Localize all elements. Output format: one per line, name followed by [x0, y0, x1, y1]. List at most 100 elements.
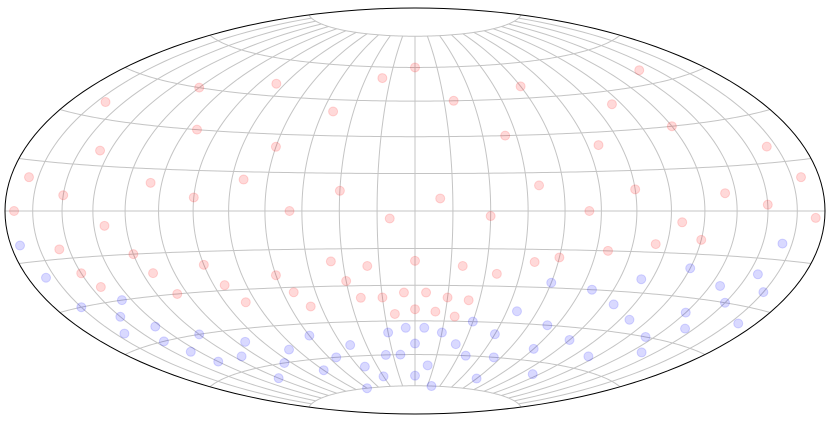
point [583, 351, 594, 362]
point [271, 78, 282, 89]
point [752, 269, 763, 280]
point [636, 274, 647, 285]
point [194, 82, 205, 93]
point [650, 239, 661, 250]
point [341, 276, 352, 287]
point [584, 206, 595, 216]
point [100, 97, 111, 108]
point [410, 304, 420, 315]
point [150, 321, 161, 332]
point [630, 184, 641, 195]
point [777, 238, 788, 249]
point [546, 277, 557, 288]
meridian-grid-line [61, 20, 316, 402]
point [430, 306, 441, 317]
point [542, 320, 553, 331]
map-boundary [4, 7, 826, 415]
point [331, 352, 342, 363]
point [318, 365, 329, 376]
point [410, 338, 420, 349]
point [810, 212, 821, 223]
meridian-grid-line [473, 31, 602, 391]
point [435, 193, 446, 204]
point [305, 301, 316, 312]
point [398, 287, 409, 298]
point [145, 177, 156, 188]
point [95, 145, 106, 156]
point [41, 272, 52, 283]
point [334, 185, 345, 196]
point [362, 383, 373, 394]
point [761, 141, 772, 152]
point [491, 268, 502, 279]
point [284, 206, 295, 216]
point [240, 336, 251, 347]
point [436, 327, 447, 338]
point [15, 240, 26, 251]
point [410, 255, 420, 266]
point [198, 259, 209, 270]
point [116, 295, 127, 306]
point [719, 297, 730, 308]
meridian-grid-line [518, 17, 798, 405]
point [325, 256, 336, 267]
point [677, 217, 688, 228]
point [685, 263, 696, 274]
point [602, 245, 613, 256]
point [191, 124, 202, 135]
point [23, 172, 34, 183]
point [422, 360, 433, 371]
meridian-grid-line [451, 34, 529, 388]
point [115, 311, 126, 322]
meridian-grid-line [493, 28, 672, 394]
point [238, 174, 249, 185]
point [762, 199, 773, 210]
point [564, 334, 575, 345]
point [273, 373, 284, 384]
point [634, 65, 645, 76]
point [593, 140, 604, 151]
point [460, 350, 471, 361]
point [194, 329, 205, 340]
point [457, 260, 468, 271]
point [715, 280, 726, 291]
point [528, 343, 539, 354]
meridian-grid-line [514, 20, 769, 402]
point [345, 340, 356, 351]
point [219, 280, 230, 291]
point [467, 316, 478, 327]
point [450, 339, 461, 350]
point [384, 213, 395, 224]
point [172, 288, 183, 299]
point [680, 323, 691, 334]
point [240, 297, 251, 308]
point [119, 328, 130, 339]
point [720, 188, 731, 199]
point [500, 130, 511, 141]
point [304, 330, 315, 341]
point [270, 270, 281, 281]
point [733, 318, 744, 329]
point [362, 260, 373, 271]
points [9, 62, 821, 394]
point [148, 268, 159, 279]
point [586, 284, 597, 295]
point [99, 220, 110, 231]
point [9, 206, 20, 216]
point [236, 351, 247, 362]
point [270, 141, 281, 152]
meridian-grid-line [462, 33, 566, 389]
point [410, 370, 420, 381]
meridian-grid-line [483, 30, 638, 392]
point [489, 329, 500, 340]
point [471, 373, 482, 384]
point [488, 352, 499, 363]
meridian-grid-line [508, 23, 738, 399]
point [383, 327, 394, 338]
point [636, 347, 647, 358]
point [279, 357, 290, 368]
point [128, 249, 139, 260]
point [288, 287, 299, 298]
meridian-grid-line [501, 26, 706, 396]
point [608, 299, 619, 310]
